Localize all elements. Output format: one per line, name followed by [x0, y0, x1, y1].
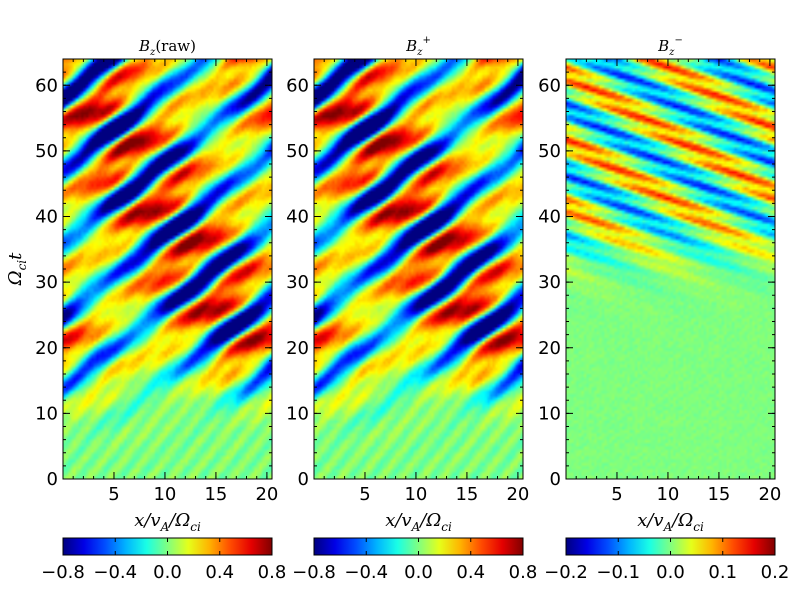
colorbar-tick-label: −0.4: [93, 562, 137, 583]
heatmap-image: [63, 59, 272, 479]
colorbar-tick-label: −0.8: [292, 562, 336, 583]
colorbar: −0.2 −0.1 0.0 0.1 0.2: [544, 537, 790, 583]
y-tick-label: 30: [35, 272, 58, 293]
colorbar: −0.8 −0.4 0.0 0.4 0.8: [41, 537, 287, 583]
y-tick-label: 40: [35, 207, 58, 228]
y-tick-label: 50: [35, 141, 58, 162]
colorbar-tick-label: 0.8: [509, 562, 538, 583]
y-tick-label: 30: [286, 272, 309, 293]
x-tick-label: 15: [707, 484, 730, 505]
y-tick-label: 60: [286, 75, 309, 96]
heatmap-panel-2: 5 10 15 20 0 10 20 30 40 50 60 Bz+ x/vA/Ωci −0.8 −0.4 0…: [286, 35, 537, 583]
panel-title: Bz+: [405, 35, 431, 58]
x-tick-label: 10: [656, 484, 679, 505]
x-tick-label: 20: [255, 484, 278, 505]
panel-title: Bz(raw): [138, 37, 196, 58]
x-tick-label: 15: [455, 484, 478, 505]
x-axis-label: x/vA/Ωci: [385, 510, 452, 534]
x-tick-label: 20: [758, 484, 781, 505]
y-tick-label: 50: [538, 141, 561, 162]
colorbar-tick-label: 0.2: [761, 562, 790, 583]
colorbar-tick-label: 0.0: [656, 562, 685, 583]
x-tick-label: 5: [359, 484, 370, 505]
y-tick-label: 50: [286, 141, 309, 162]
y-tick-label: 20: [35, 338, 58, 359]
x-tick-label: 5: [108, 484, 119, 505]
x-tick-label: 5: [611, 484, 622, 505]
y-tick-label: 10: [35, 403, 58, 424]
colorbar-tick-label: −0.4: [344, 562, 388, 583]
y-tick-label: 0: [298, 469, 309, 490]
y-tick-label: 0: [47, 469, 58, 490]
colorbar: −0.8 −0.4 0.0 0.4 0.8: [292, 537, 538, 583]
heatmap-image: [314, 59, 523, 479]
colorbar-tick-label: −0.8: [41, 562, 85, 583]
colorbar-tick-label: 0.0: [404, 562, 433, 583]
panels: 5 10 15 200102030405060Bz(raw)x/vA/ΩciΩcit−…: [5, 35, 789, 583]
colorbar-tick-label: 0.8: [258, 562, 287, 583]
y-tick-label: 20: [538, 338, 561, 359]
y-tick-label: 40: [286, 207, 309, 228]
x-axis-label: x/vA/Ωci: [637, 510, 704, 534]
panel-title: Bz−: [657, 35, 683, 58]
x-tick-label: 10: [153, 484, 176, 505]
heatmap-panel-1: 5 10 15 20 0 10 20 30 40 50 60 Bz(raw) x/vA/Ωci Ωcit −…: [5, 37, 286, 583]
colorbar-tick-label: −0.2: [544, 562, 588, 583]
y-tick-label: 60: [35, 75, 58, 96]
y-tick-label: 10: [286, 403, 309, 424]
y-axis-label: Ωcit: [5, 252, 29, 287]
colorbar-tick-label: 0.1: [708, 562, 737, 583]
x-tick-label: 15: [204, 484, 227, 505]
colorbar-tick-label: 0.4: [205, 562, 234, 583]
x-tick-label: 20: [506, 484, 529, 505]
colorbar-tick-label: 0.4: [456, 562, 485, 583]
y-tick-label: 40: [538, 207, 561, 228]
colorbar-tick-label: −0.1: [596, 562, 640, 583]
x-axis-label: x/vA/Ωci: [134, 510, 201, 534]
y-tick-label: 60: [538, 75, 561, 96]
y-tick-label: 10: [538, 403, 561, 424]
y-tick-label: 30: [538, 272, 561, 293]
x-tick-label: 10: [404, 484, 427, 505]
colorbar-tick-label: 0.0: [153, 562, 182, 583]
y-tick-label: 20: [286, 338, 309, 359]
heatmap-image: [566, 59, 775, 479]
y-tick-label: 0: [550, 469, 561, 490]
heatmap-panel-3: 5 10 15 20 0 10 20 30 40 50 60 Bz− x/vA/Ωci −0.2 −0.1 0…: [538, 35, 789, 583]
